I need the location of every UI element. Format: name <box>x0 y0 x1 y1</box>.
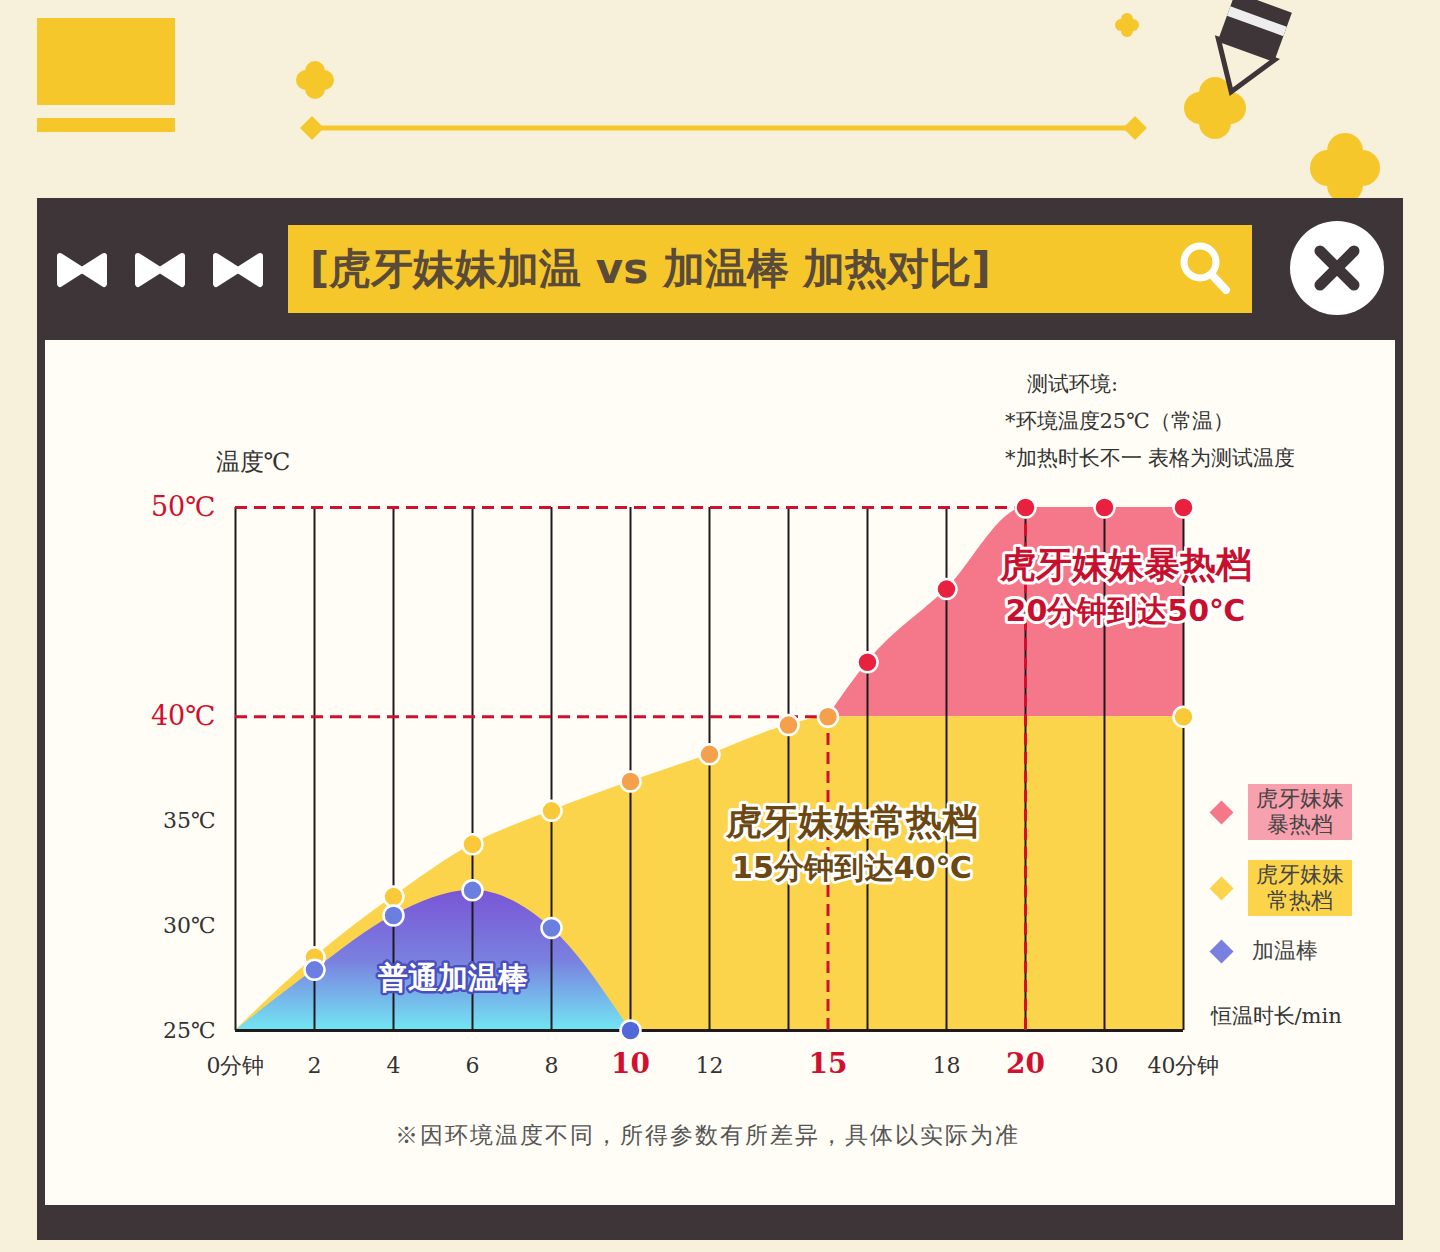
svg-text:6: 6 <box>466 1053 480 1078</box>
svg-text:虎牙妹妹常热档: 虎牙妹妹常热档 <box>725 801 978 842</box>
svg-text:恒温时长/min: 恒温时长/min <box>1210 1004 1342 1028</box>
svg-text:0分钟: 0分钟 <box>207 1053 265 1078</box>
svg-text:4: 4 <box>387 1053 401 1078</box>
svg-text:普通加温棒: 普通加温棒 <box>378 960 528 995</box>
svg-text:40℃: 40℃ <box>151 700 216 731</box>
html-text:虎牙妹妹暴热档: 虎牙妹妹暴热档 <box>1256 786 1344 837</box>
svg-text:2: 2 <box>308 1053 322 1078</box>
svg-text:40分钟: 40分钟 <box>1148 1053 1220 1078</box>
html-text:※因环境温度不同，所得参数有所差异，具体以实际为准: ※因环境温度不同，所得参数有所差异，具体以实际为准 <box>394 1122 1020 1148</box>
svg-text:30℃: 30℃ <box>163 913 216 938</box>
svg-text:温度℃: 温度℃ <box>216 448 291 476</box>
html-text:*加热时长不一 表格为测试温度: *加热时长不一 表格为测试温度 <box>1005 446 1296 470</box>
svg-text:20: 20 <box>1006 1047 1045 1080</box>
svg-text:虎牙妹妹暴热档: 虎牙妹妹暴热档 <box>999 544 1252 585</box>
svg-text:35℃: 35℃ <box>163 808 216 833</box>
html-text:[虎牙妹妹加温 vs 加温棒 加热对比]: [虎牙妹妹加温 vs 加温棒 加热对比] <box>310 244 991 293</box>
svg-text:50℃: 50℃ <box>151 491 216 522</box>
svg-text:8: 8 <box>545 1053 559 1078</box>
svg-text:15: 15 <box>809 1047 848 1080</box>
svg-text:25℃: 25℃ <box>163 1018 216 1043</box>
svg-text:20分钟到达50℃: 20分钟到达50℃ <box>1006 593 1246 628</box>
html-text:*环境温度25℃（常温）: *环境温度25℃（常温） <box>1005 409 1234 433</box>
html-text:虎牙妹妹常热档: 虎牙妹妹常热档 <box>1256 862 1344 913</box>
svg-text:12: 12 <box>696 1053 724 1078</box>
svg-text:15分钟到达40℃: 15分钟到达40℃ <box>732 850 972 885</box>
svg-text:30: 30 <box>1091 1053 1119 1078</box>
svg-text:10: 10 <box>611 1047 650 1080</box>
html-text:加温棒: 加温棒 <box>1252 938 1318 963</box>
svg-text:18: 18 <box>933 1053 961 1078</box>
html-text:测试环境:: 测试环境: <box>1027 372 1119 396</box>
